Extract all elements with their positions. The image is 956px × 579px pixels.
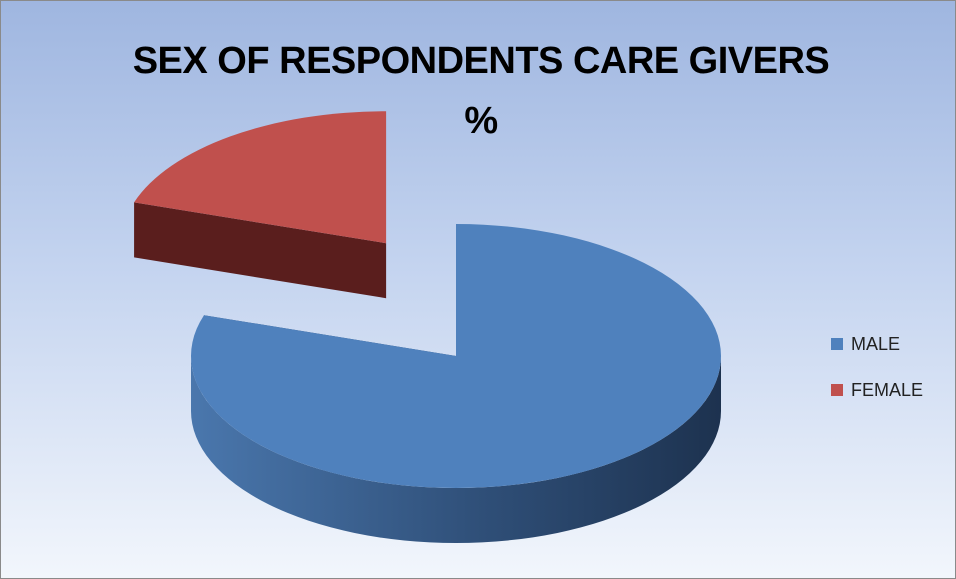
legend-swatch-female: [831, 384, 843, 396]
chart-title: SEX OF RESPONDENTS CARE GIVERS %: [1, 31, 955, 151]
legend-item-male: MALE: [831, 331, 923, 357]
legend-swatch-male: [831, 338, 843, 350]
chart-title-line-1: SEX OF RESPONDENTS CARE GIVERS: [132, 40, 830, 82]
legend-label-female: FEMALE: [851, 379, 924, 400]
legend-label-male: MALE: [851, 333, 901, 354]
legend: MALE FEMALE: [831, 331, 923, 423]
slice-side-male: [191, 356, 721, 543]
slice-top-female: [134, 111, 387, 244]
legend-item-female: FEMALE: [831, 377, 923, 403]
chart-title-line-2: %: [464, 100, 498, 142]
slice-wall-female-0: [134, 202, 387, 299]
slice-top-male: [191, 224, 721, 489]
